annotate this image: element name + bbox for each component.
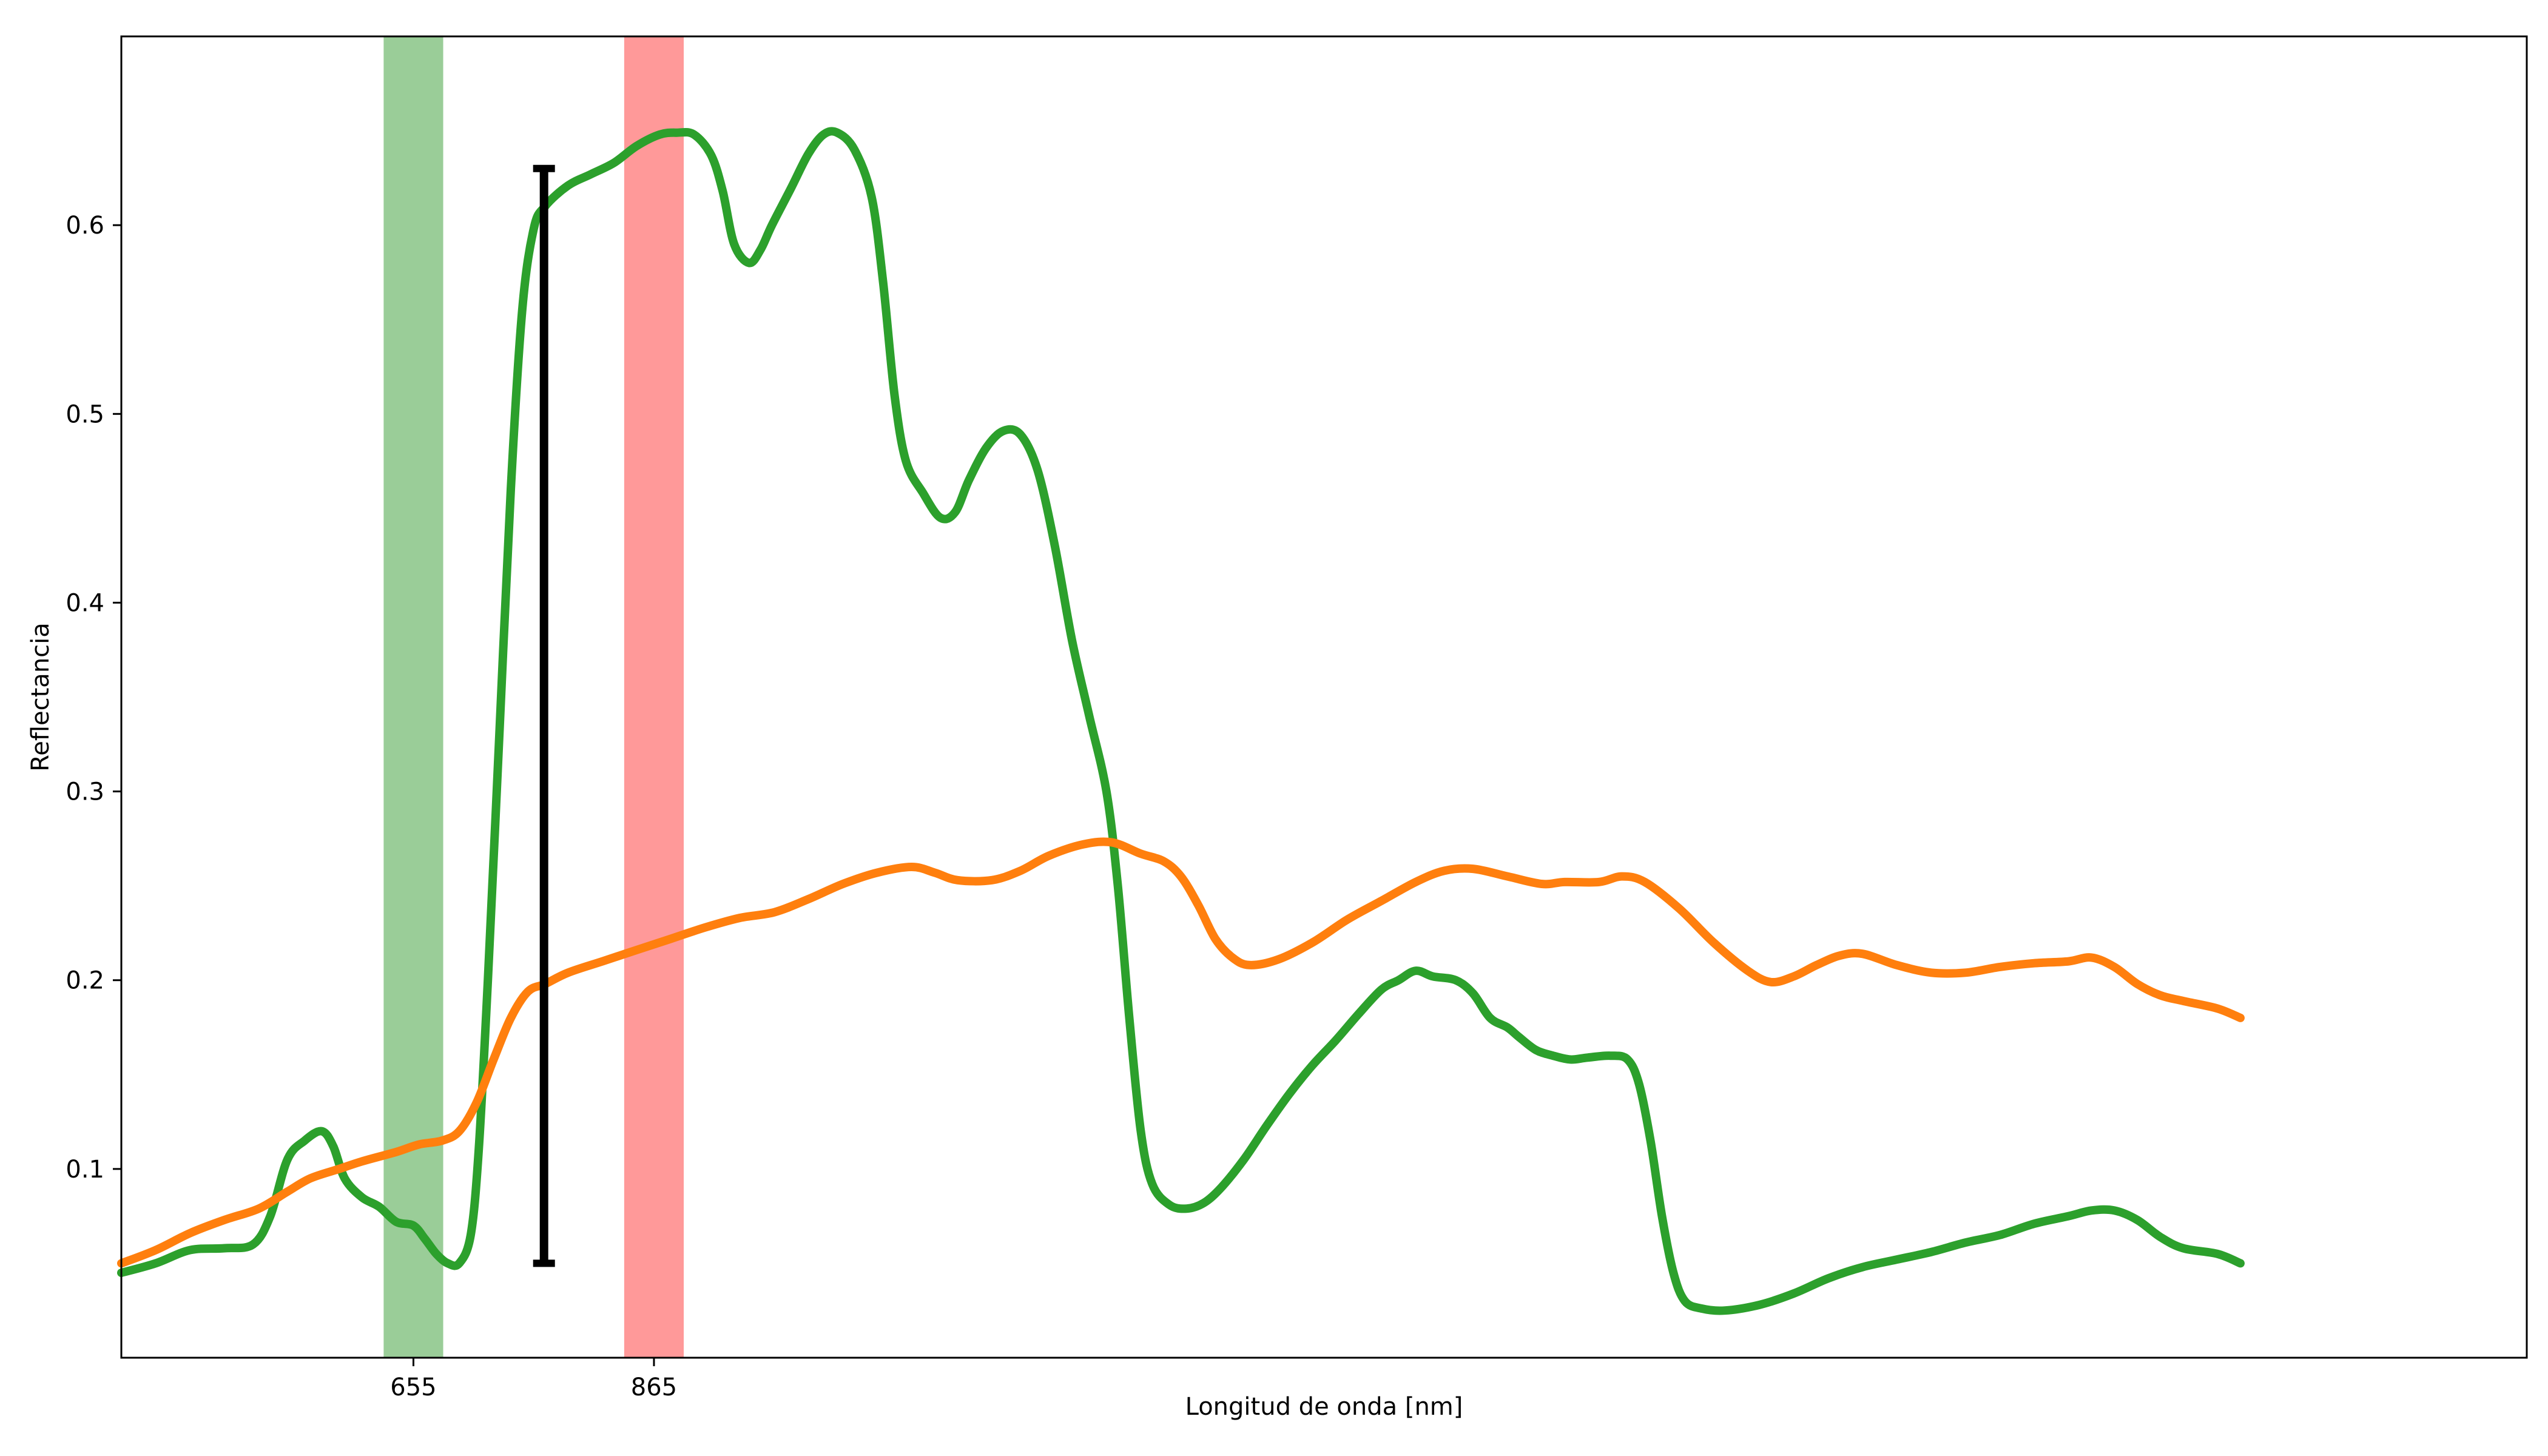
y-tick-label: 0.3 — [66, 778, 104, 806]
band-1 — [624, 36, 684, 1358]
y-axis-label: Reflectancia — [27, 622, 55, 772]
plot-frame — [120, 35, 2528, 1359]
series-layer — [117, 127, 2245, 1315]
bands-layer — [383, 36, 684, 1358]
series-line-1 — [117, 837, 2245, 1268]
y-tick-label: 0.1 — [66, 1156, 104, 1184]
y-tick-label: 0.6 — [66, 212, 104, 240]
x-axis-ticks: 655 865 — [390, 1358, 677, 1401]
x-tick-label: 655 — [390, 1373, 436, 1401]
x-tick-label: 865 — [631, 1373, 677, 1401]
error-bar-layer — [533, 164, 555, 1267]
y-tick-label: 0.4 — [66, 589, 104, 617]
y-tick-label: 0.2 — [66, 967, 104, 995]
y-axis-ticks: 0.1 0.2 0.3 0.4 0.5 0.6 — [66, 212, 121, 1184]
series-line-0 — [117, 127, 2245, 1315]
y-tick-label: 0.5 — [66, 400, 104, 428]
x-axis-label: Longitud de onda [nm] — [1185, 1393, 1463, 1421]
band-0 — [383, 36, 443, 1358]
